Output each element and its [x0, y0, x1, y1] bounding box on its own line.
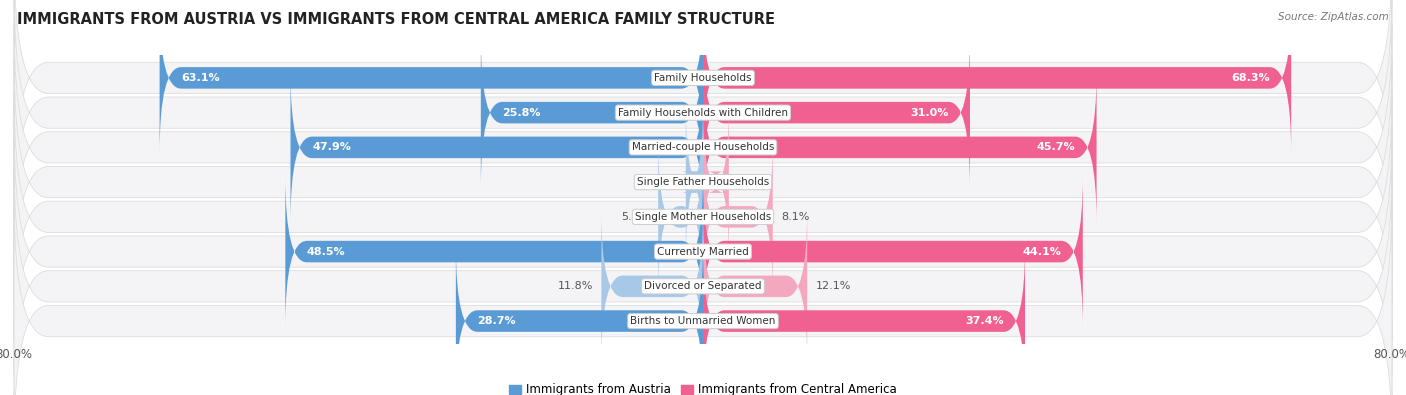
Text: 11.8%: 11.8%	[557, 281, 593, 292]
Text: 68.3%: 68.3%	[1232, 73, 1270, 83]
FancyBboxPatch shape	[703, 210, 807, 362]
Text: Currently Married: Currently Married	[657, 246, 749, 257]
Text: Divorced or Separated: Divorced or Separated	[644, 281, 762, 292]
FancyBboxPatch shape	[14, 0, 1392, 201]
FancyBboxPatch shape	[285, 175, 703, 328]
Text: 47.9%: 47.9%	[312, 142, 352, 152]
FancyBboxPatch shape	[14, 24, 1392, 271]
FancyBboxPatch shape	[14, 163, 1392, 395]
FancyBboxPatch shape	[14, 94, 1392, 340]
FancyBboxPatch shape	[703, 175, 1083, 328]
FancyBboxPatch shape	[14, 0, 1392, 236]
FancyBboxPatch shape	[703, 106, 728, 258]
FancyBboxPatch shape	[602, 210, 703, 362]
FancyBboxPatch shape	[291, 71, 703, 224]
FancyBboxPatch shape	[160, 2, 703, 154]
FancyBboxPatch shape	[456, 245, 703, 395]
FancyBboxPatch shape	[703, 37, 970, 189]
Text: Family Households: Family Households	[654, 73, 752, 83]
Text: 37.4%: 37.4%	[965, 316, 1004, 326]
Text: Single Father Households: Single Father Households	[637, 177, 769, 187]
Text: Married-couple Households: Married-couple Households	[631, 142, 775, 152]
Legend: Immigrants from Austria, Immigrants from Central America: Immigrants from Austria, Immigrants from…	[503, 379, 903, 395]
FancyBboxPatch shape	[481, 37, 703, 189]
Text: 31.0%: 31.0%	[910, 107, 949, 118]
FancyBboxPatch shape	[703, 245, 1025, 395]
FancyBboxPatch shape	[703, 2, 1291, 154]
FancyBboxPatch shape	[14, 128, 1392, 375]
Text: 28.7%: 28.7%	[478, 316, 516, 326]
Text: 25.8%: 25.8%	[502, 107, 541, 118]
Text: 5.2%: 5.2%	[621, 212, 650, 222]
Text: 3.0%: 3.0%	[738, 177, 766, 187]
Text: Family Households with Children: Family Households with Children	[619, 107, 787, 118]
FancyBboxPatch shape	[703, 71, 1097, 224]
Text: 8.1%: 8.1%	[782, 212, 810, 222]
Text: Births to Unmarried Women: Births to Unmarried Women	[630, 316, 776, 326]
Text: Single Mother Households: Single Mother Households	[636, 212, 770, 222]
Text: 48.5%: 48.5%	[307, 246, 346, 257]
Text: 12.1%: 12.1%	[815, 281, 851, 292]
FancyBboxPatch shape	[14, 59, 1392, 305]
Text: 63.1%: 63.1%	[181, 73, 219, 83]
Text: 2.0%: 2.0%	[648, 177, 678, 187]
Text: Source: ZipAtlas.com: Source: ZipAtlas.com	[1278, 12, 1389, 22]
FancyBboxPatch shape	[703, 141, 773, 293]
FancyBboxPatch shape	[14, 198, 1392, 395]
Text: IMMIGRANTS FROM AUSTRIA VS IMMIGRANTS FROM CENTRAL AMERICA FAMILY STRUCTURE: IMMIGRANTS FROM AUSTRIA VS IMMIGRANTS FR…	[17, 12, 775, 27]
FancyBboxPatch shape	[658, 141, 703, 293]
Text: 45.7%: 45.7%	[1036, 142, 1076, 152]
Text: 44.1%: 44.1%	[1022, 246, 1062, 257]
FancyBboxPatch shape	[682, 106, 707, 258]
